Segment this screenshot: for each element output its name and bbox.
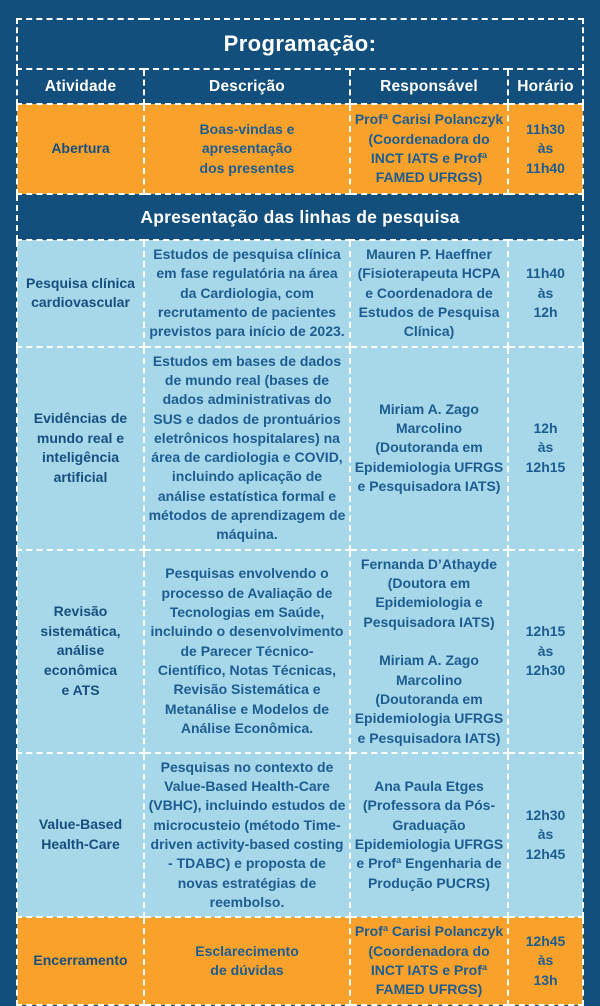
column-header-responsavel: Responsável (349, 68, 509, 105)
program-row-abertura: Abertura Boas-vindas e apresentação dos … (16, 103, 584, 195)
time-cell: 12h30 às 12h45 (507, 751, 584, 919)
description-cell: Estudos em bases de dados de mundo real … (143, 345, 351, 551)
responsible-cell: Fernanda D’Athayde (Doutora em Epidemiol… (349, 548, 509, 754)
time-cell: 11h40 às 12h (507, 239, 584, 348)
description-cell: Pesquisas envolvendo o processo de Avali… (143, 548, 351, 754)
time-cell: 11h30 às 11h40 (507, 103, 584, 195)
column-header-horario: Horário (507, 68, 584, 105)
activity-cell: Revisão sistemática, análise econômica e… (16, 548, 145, 754)
time-cell: 12h45 às 13h (507, 916, 584, 1006)
section-title: Apresentação das linhas de pesquisa (16, 193, 584, 241)
description-cell: Estudos de pesquisa clínica em fase regu… (143, 239, 351, 348)
responsible-cell: Ana Paula Etges (Professora da Pós-Gradu… (349, 751, 509, 919)
activity-cell: Evidências de mundo real e inteligência … (16, 345, 145, 551)
program-row-value-based-health-care: Value-Based Health-Care Pesquisas no con… (16, 751, 584, 919)
activity-cell: Pesquisa clínica cardiovascular (16, 239, 145, 348)
description-cell: Pesquisas no contexto de Value-Based Hea… (143, 751, 351, 919)
program-row-encerramento: Encerramento Esclarecimento de dúvidas P… (16, 916, 584, 1006)
column-header-atividade: Atividade (16, 68, 145, 105)
time-cell: 12h às 12h15 (507, 345, 584, 551)
column-header-row: Atividade Descrição Responsável Horário (16, 68, 584, 105)
time-cell: 12h15 às 12h30 (507, 548, 584, 754)
title-row: Programação: (16, 18, 584, 70)
responsible-cell: Profª Carisi Polanczyk (Coordenadora do … (349, 103, 509, 195)
activity-cell: Value-Based Health-Care (16, 751, 145, 919)
responsible-cell: Mauren P. Haeffner (Fisioterapeuta HCPA … (349, 239, 509, 348)
page-title: Programação: (16, 18, 584, 70)
description-cell: Esclarecimento de dúvidas (143, 916, 351, 1006)
description-cell: Boas-vindas e apresentação dos presentes (143, 103, 351, 195)
program-table: Programação: Atividade Descrição Respons… (16, 18, 584, 1006)
program-row-pesquisa-clinica: Pesquisa clínica cardiovascular Estudos … (16, 239, 584, 348)
activity-cell: Encerramento (16, 916, 145, 1006)
responsible-cell: Profª Carisi Polanczyk (Coordenadora do … (349, 916, 509, 1006)
activity-cell: Abertura (16, 103, 145, 195)
program-row-evidencias-mundo-real: Evidências de mundo real e inteligência … (16, 345, 584, 551)
responsible-cell: Miriam A. Zago Marcolino (Doutoranda em … (349, 345, 509, 551)
column-header-descricao: Descrição (143, 68, 351, 105)
program-row-revisao-sistematica: Revisão sistemática, análise econômica e… (16, 548, 584, 754)
section-header-row: Apresentação das linhas de pesquisa (16, 193, 584, 241)
